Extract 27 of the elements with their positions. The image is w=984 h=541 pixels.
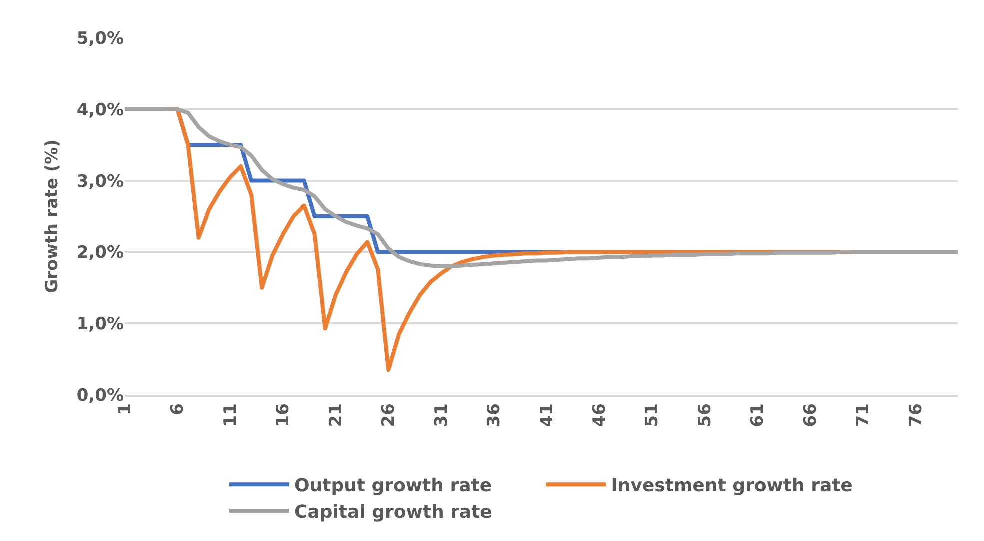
x-tick-label: 26 — [379, 404, 400, 428]
x-tick-label: 71 — [854, 404, 874, 428]
x-tick-label: 6 — [168, 404, 188, 416]
x-tick-label: 16 — [274, 404, 294, 428]
x-tick-label: 76 — [906, 404, 926, 428]
x-tick-label: 31 — [432, 404, 452, 428]
y-tick-label: 1,0% — [76, 314, 124, 335]
x-tick-label: 61 — [748, 404, 768, 428]
y-tick-label: 5,0% — [76, 28, 124, 49]
x-tick-label: 56 — [695, 404, 716, 428]
x-tick-label: 46 — [590, 404, 610, 428]
x-tick-label: 66 — [800, 404, 821, 428]
y-tick-label: 4,0% — [76, 100, 124, 120]
y-axis-title: Growth rate (%) — [42, 140, 62, 294]
x-tick-label: 21 — [326, 404, 346, 428]
x-tick-label: 51 — [642, 404, 663, 428]
x-tick-label: 1 — [116, 404, 136, 416]
legend-label: Investment growth rate — [611, 476, 853, 497]
y-tick-label: 3,0% — [76, 172, 124, 192]
legend-label: Capital growth rate — [294, 502, 492, 524]
y-tick-label: 2,0% — [76, 243, 124, 264]
legend-label: Output growth rate — [294, 476, 492, 497]
y-tick-label: 0,0% — [76, 386, 124, 406]
x-tick-label: 41 — [537, 404, 558, 428]
x-tick-label: 36 — [484, 404, 505, 428]
line-series — [125, 107, 958, 268]
x-tick-label: 11 — [220, 404, 241, 428]
